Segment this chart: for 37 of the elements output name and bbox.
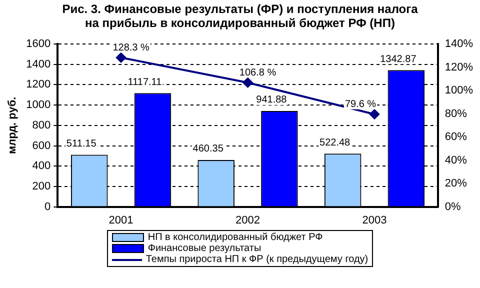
data-label: 511.15 <box>66 138 97 150</box>
y-tick-label: 1600 <box>26 38 51 50</box>
legend-label: Финансовые результаты <box>148 243 262 254</box>
legend-label: НП в консолидированный бюджет РФ <box>148 232 323 243</box>
y2-tick-label: 0% <box>444 200 461 213</box>
y2-tick-label: 120% <box>444 61 474 74</box>
y2-tick-label: 100% <box>444 84 474 97</box>
y-tick-label: 800 <box>32 119 51 132</box>
y-tick-label: 0 <box>44 200 51 213</box>
y2-tick-label: 140% <box>444 38 474 50</box>
y2-tick-label: 20% <box>444 178 468 190</box>
data-label: 106.8 % <box>239 67 276 78</box>
data-label: 79.6 % <box>344 98 376 110</box>
data-label: 1342.87 <box>380 54 417 65</box>
point <box>370 109 380 120</box>
y2-tick-label: 80% <box>444 108 468 120</box>
data-label: 522.48 <box>320 137 351 148</box>
data-label: 460.35 <box>192 144 224 155</box>
y2-tick-label: 60% <box>444 131 468 144</box>
data-label: 941.88 <box>256 94 288 106</box>
y-tick-label: 1400 <box>26 58 51 70</box>
point <box>242 78 253 88</box>
x-tick-label: 2003 <box>362 214 387 226</box>
data-label: 1117.11 <box>128 76 162 88</box>
chart-title: Рис. 3. Финансовые результаты (ФР) и поступления налога на прибыль в консолидированный бюджет РФ (НП) <box>61 2 419 30</box>
y-axis-title: млрд. руб. <box>6 96 19 154</box>
y2-tick-label: 40% <box>444 154 468 166</box>
y-tick-label: 600 <box>32 140 51 152</box>
x-tick-label: 2002 <box>236 214 260 226</box>
x-tick-label: 2001 <box>108 214 134 226</box>
y-tick-label: 200 <box>32 180 51 192</box>
y-tick-label: 1000 <box>26 99 51 112</box>
y-tick-label: 1200 <box>26 78 51 91</box>
point <box>116 52 126 63</box>
data-label: 128.3 % <box>112 42 150 54</box>
legend-label: Темпы прироста НП к ФР (к предыдущему году) <box>146 254 368 265</box>
y-tick-label: 400 <box>32 160 51 172</box>
